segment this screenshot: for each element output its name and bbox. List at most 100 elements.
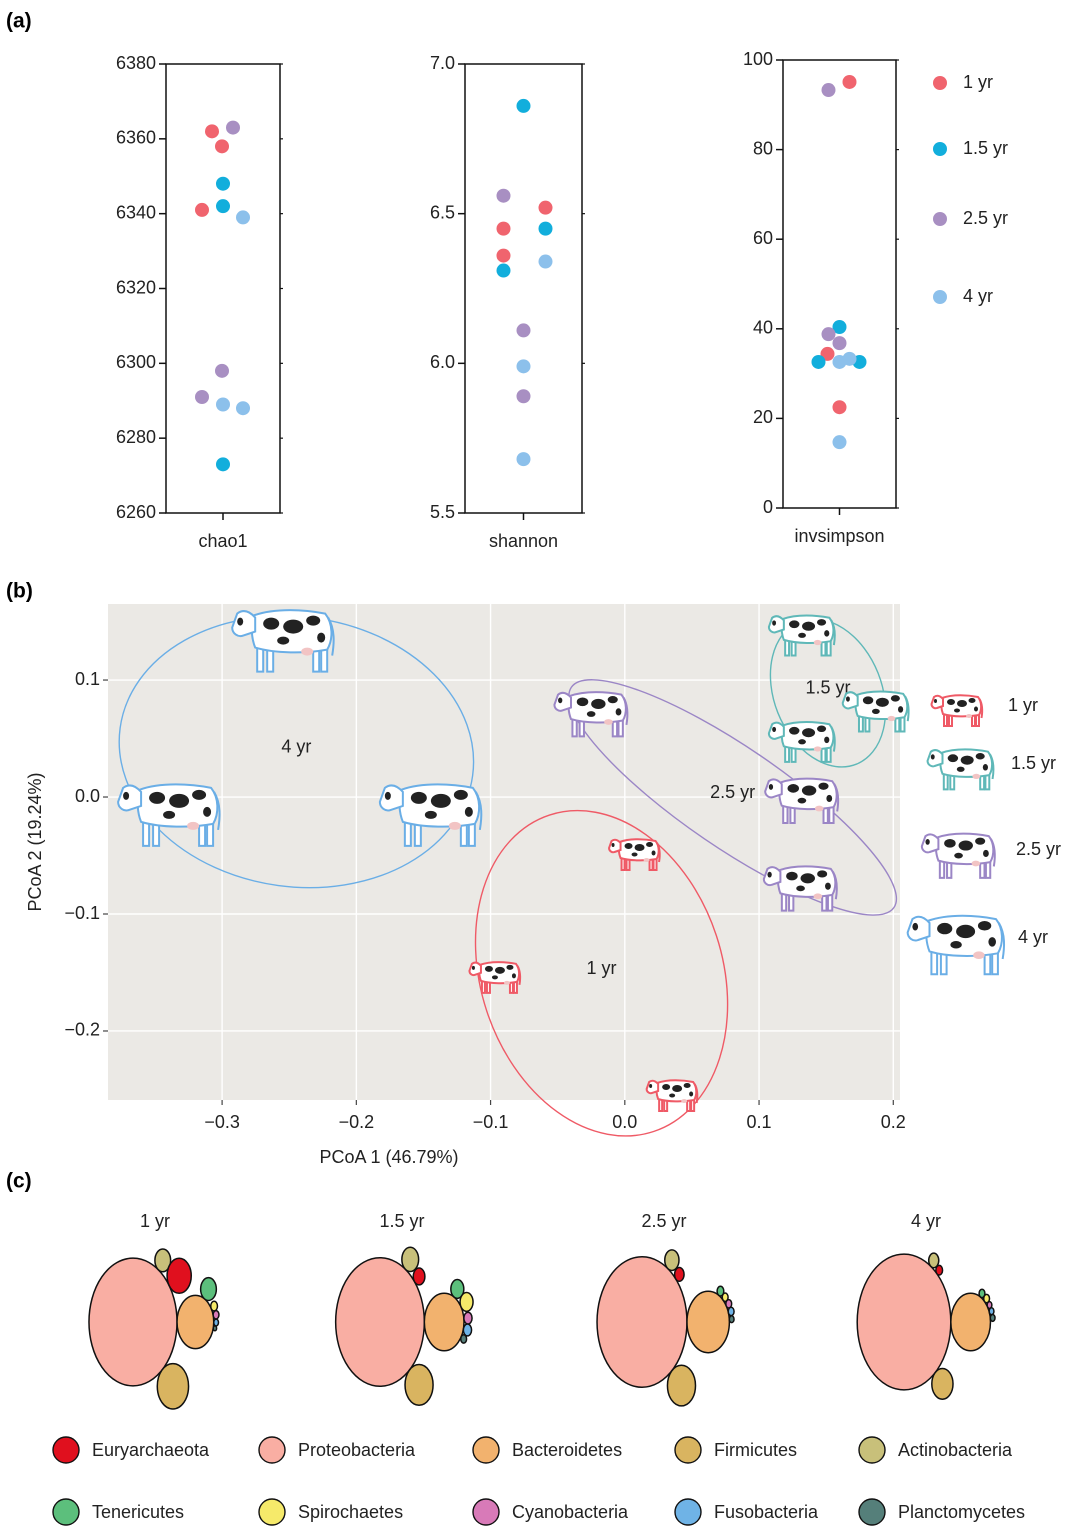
- cow-spot: [978, 921, 991, 931]
- cow-spot: [646, 842, 653, 847]
- x-axis-title: PCoA 1 (46.79%): [319, 1147, 458, 1167]
- cow-spot: [957, 767, 965, 772]
- data-point: [497, 189, 511, 203]
- cow-spot: [411, 792, 427, 804]
- cow-spot: [959, 840, 973, 850]
- cow-spot: [796, 885, 805, 891]
- legend-marker: [259, 1437, 285, 1463]
- data-point: [812, 355, 826, 369]
- cow-spot: [472, 966, 475, 970]
- cow-spot: [983, 850, 989, 857]
- cow-head: [554, 693, 571, 711]
- cow-head: [764, 867, 781, 885]
- y-tick-label: −0.1: [64, 903, 100, 923]
- cow-spot: [950, 941, 961, 949]
- cow-spot: [934, 699, 937, 703]
- y-tick-label: 20: [753, 407, 773, 427]
- cow-spot: [632, 853, 638, 857]
- cow-spot: [798, 798, 807, 804]
- y-tick-label: 0.0: [75, 786, 100, 806]
- data-point: [205, 124, 219, 138]
- cow-spot: [767, 872, 771, 878]
- cow-head: [843, 692, 858, 708]
- bubble: [932, 1368, 953, 1399]
- cow-spot: [772, 620, 776, 625]
- y-axis-title: PCoA 2 (19.24%): [25, 772, 45, 911]
- data-point: [517, 389, 531, 403]
- data-point: [216, 397, 230, 411]
- cow-spot: [772, 727, 776, 732]
- bubble: [675, 1268, 684, 1282]
- cow-spot: [306, 616, 320, 626]
- bubble: [665, 1250, 679, 1271]
- y-tick-label: 6380: [116, 53, 156, 73]
- data-point: [216, 457, 230, 471]
- cow-udder: [815, 806, 824, 812]
- cow-spot: [237, 618, 243, 626]
- cow-spot: [788, 784, 800, 793]
- cow-spot: [192, 790, 206, 800]
- x-tick-label: 0.2: [881, 1112, 906, 1132]
- legend-label: Planctomycetes: [898, 1502, 1025, 1522]
- cow-udder: [301, 648, 313, 656]
- legend-label: 1 yr: [963, 72, 993, 92]
- cow-head: [928, 750, 943, 766]
- cow-spot: [465, 807, 473, 817]
- data-point: [216, 177, 230, 191]
- cow-spot: [789, 620, 799, 628]
- bubble: [402, 1247, 419, 1271]
- bubble: [336, 1258, 425, 1387]
- legend-marker: [933, 142, 947, 156]
- cow-spot: [974, 707, 978, 712]
- cow-spot: [954, 709, 960, 713]
- y-tick-label: 6.5: [430, 202, 455, 222]
- panel-label: (c): [6, 1170, 32, 1193]
- cow-udder: [814, 746, 822, 751]
- cow-spot: [872, 709, 880, 714]
- cow-spot: [818, 783, 828, 790]
- bubble: [213, 1326, 216, 1331]
- cow-spot: [425, 811, 437, 819]
- y-tick-label: 0: [763, 497, 773, 517]
- cow-head: [922, 834, 939, 852]
- cow-spot: [591, 699, 605, 709]
- legend-label: Firmicutes: [714, 1440, 797, 1460]
- cow-spot: [263, 618, 279, 630]
- bubble: [413, 1268, 425, 1285]
- legend-label: Tenericutes: [92, 1502, 184, 1522]
- cow-spot: [506, 965, 513, 970]
- cow-spot: [684, 1083, 691, 1088]
- bubble: [728, 1307, 734, 1315]
- x-tick-label: 0.1: [747, 1112, 772, 1132]
- data-point: [226, 121, 240, 135]
- legend-label: Cyanobacteria: [512, 1502, 629, 1522]
- cow-spot: [495, 967, 505, 974]
- legend-marker: [675, 1437, 701, 1463]
- cow-spot: [817, 870, 827, 877]
- group-label: 1 yr: [587, 958, 617, 978]
- data-point: [539, 201, 553, 215]
- y-tick-label: 80: [753, 138, 773, 158]
- y-tick-label: 6320: [116, 277, 156, 297]
- legend-label: 4 yr: [1018, 927, 1048, 947]
- x-tick-label: 0.0: [612, 1112, 637, 1132]
- cow-spot: [577, 697, 589, 706]
- legend-label: 2.5 yr: [963, 208, 1008, 228]
- cow-spot: [431, 794, 451, 808]
- legend-marker: [259, 1499, 285, 1525]
- legend-label: Proteobacteria: [298, 1440, 416, 1460]
- cow-spot: [616, 708, 622, 715]
- cow-spot: [612, 843, 615, 847]
- cow-spot: [283, 620, 303, 634]
- data-point: [517, 452, 531, 466]
- cow-udder: [644, 858, 650, 862]
- group-title: 2.5 yr: [641, 1211, 686, 1231]
- cow-spot: [769, 784, 773, 790]
- panel-label: (a): [6, 10, 32, 33]
- legend-label: Actinobacteria: [898, 1440, 1013, 1460]
- y-tick-label: 6300: [116, 352, 156, 372]
- cow-spot: [558, 697, 562, 703]
- bubble: [597, 1257, 687, 1387]
- data-point: [497, 264, 511, 278]
- cow-spot: [876, 698, 889, 707]
